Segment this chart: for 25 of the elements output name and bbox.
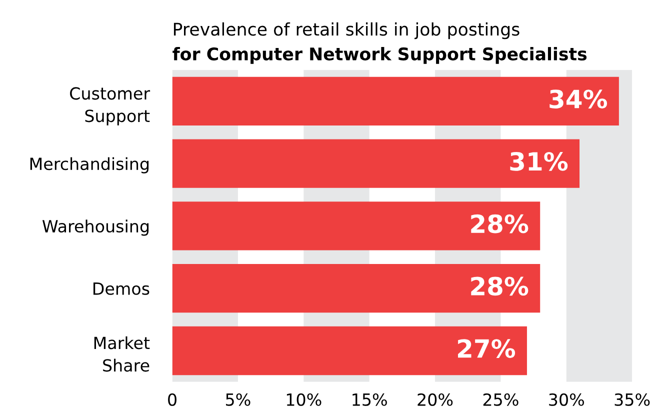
x-tick-label: 5% [226, 393, 250, 406]
x-tick-label: 25% [483, 393, 518, 406]
bar [172, 264, 540, 313]
x-tick-label: 10% [286, 393, 322, 406]
data-label: 31% [510, 152, 568, 171]
chart-title: Prevalence of retail skills in job postings [174, 22, 520, 40]
y-tick-label: Warehousing [42, 220, 149, 236]
data-label: 34% [550, 90, 608, 108]
y-tick-label: Demos [93, 282, 150, 295]
y-tick-label: Market Share [94, 336, 150, 372]
y-tick-label: Customer Support [70, 87, 150, 126]
x-tick-label: 20% [418, 393, 453, 406]
bar [172, 326, 527, 376]
x-tick-label: 15% [352, 393, 387, 406]
bar [172, 76, 619, 126]
data-label: 28% [471, 214, 528, 234]
chart-subtitle: for Computer Network Support Specialists [172, 47, 587, 64]
data-label: 28% [471, 276, 528, 296]
y-tick-label: Merchandising [30, 157, 149, 174]
bar [172, 202, 540, 250]
data-label: 27% [458, 339, 516, 358]
x-tick-label: 0 [168, 393, 176, 406]
bar [172, 139, 580, 188]
x-tick-label: 30% [549, 393, 584, 406]
x-tick-label: 35% [614, 393, 650, 406]
